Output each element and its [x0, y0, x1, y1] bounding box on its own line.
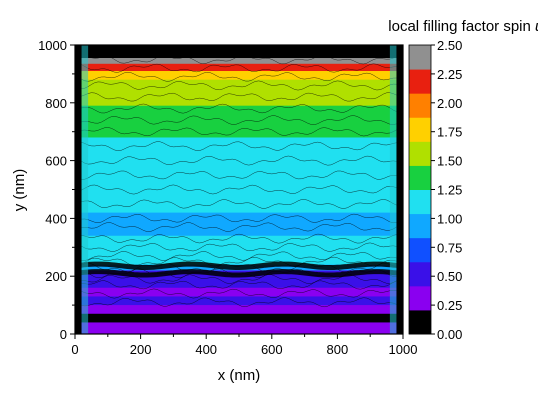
y-tick-label: 600	[45, 154, 67, 169]
heat-band	[75, 58, 403, 65]
heat-band	[75, 322, 403, 331]
contour-line	[75, 80, 403, 91]
heat-band	[75, 91, 403, 107]
x-tick-label: 200	[130, 342, 152, 357]
heat-band	[75, 287, 403, 297]
title-italic: up	[535, 18, 538, 35]
x-tick-label: 400	[195, 342, 217, 357]
contour-line	[75, 63, 403, 73]
y-tick-label: 1000	[38, 38, 67, 53]
heat-band	[75, 79, 403, 92]
colorbar-block	[409, 165, 431, 190]
contour-line	[75, 71, 403, 82]
contour-line	[75, 92, 403, 102]
heat-band	[75, 212, 403, 237]
colorbar-tick-label: 0.50	[437, 269, 462, 284]
y-tick-label: 200	[45, 269, 67, 284]
y-tick-label: 400	[45, 211, 67, 226]
colorbar-block	[409, 309, 431, 335]
contour-line	[75, 115, 403, 125]
colorbar-block	[409, 237, 431, 263]
edge-depletion	[75, 45, 82, 334]
colorbar-block	[409, 141, 431, 166]
contour-line	[75, 251, 403, 261]
heat-band	[75, 296, 403, 306]
colorbar-tick-label: 0.75	[437, 240, 462, 255]
dense-contour-band	[75, 261, 403, 270]
heat-band	[75, 137, 403, 162]
contour-line	[75, 288, 403, 299]
contour-line	[75, 297, 403, 308]
colorbar-tick-label: 1.00	[437, 211, 462, 226]
contour-line	[75, 199, 403, 209]
heat-band	[75, 71, 403, 81]
contour-line	[75, 155, 403, 166]
colorbar-block	[409, 261, 431, 287]
x-axis: 0 200 400 600 800 1000	[71, 334, 417, 357]
contour-line	[75, 213, 403, 224]
x-tick-label: 600	[261, 342, 283, 357]
heat-band	[75, 105, 403, 121]
heat-band	[75, 305, 403, 315]
y-tick-label: 800	[45, 96, 67, 111]
y-axis: 0 200 400 600 800 1000	[38, 38, 75, 342]
contour-line	[75, 141, 403, 151]
y-tick-label: 0	[60, 327, 67, 342]
colorbar-tick-label: 1.75	[437, 125, 462, 140]
colorbar-block	[409, 189, 431, 215]
chart-title: local filling factor spin up	[388, 18, 538, 35]
edge-transition	[389, 45, 397, 334]
title-text: local filling factor spin	[388, 18, 535, 35]
colorbar-block	[409, 69, 431, 94]
contour-line	[75, 280, 403, 290]
colorbar-tick-label: 1.50	[437, 154, 462, 169]
y-axis-label: y (nm)	[11, 169, 28, 212]
contour-line	[75, 222, 403, 232]
heat-band	[75, 235, 403, 251]
contour-line	[75, 103, 403, 114]
colorbar-block	[409, 213, 431, 239]
colorbar-block	[409, 93, 431, 118]
colorbar-block	[409, 117, 431, 142]
colorbar-tick-label: 1.25	[437, 183, 462, 198]
x-tick-label: 800	[327, 342, 349, 357]
heat-band	[75, 280, 403, 289]
heat-band	[75, 250, 403, 266]
x-tick-label: 1000	[389, 342, 418, 357]
heat-band	[75, 63, 403, 72]
colorbar-tick-label: 2.00	[437, 96, 462, 111]
contour-line	[75, 242, 403, 252]
heatmap-area	[75, 45, 403, 334]
colorbar-tick-label: 2.25	[437, 67, 462, 82]
colorbar: 0.00 0.25 0.50 0.75 1.00 1.25 1.50 1.75 2.00 2.25…	[408, 38, 462, 342]
heat-band	[75, 189, 403, 214]
heat-band	[75, 45, 403, 50]
x-tick-label: 0	[71, 342, 78, 357]
colorbar-block	[409, 285, 431, 311]
heat-band	[75, 160, 403, 190]
dense-contour-band	[75, 269, 403, 278]
contour-line	[75, 54, 403, 65]
contour-line	[75, 170, 403, 180]
edge-depletion	[396, 45, 403, 334]
x-axis-label: x (nm)	[218, 367, 261, 384]
contour-line	[75, 233, 403, 244]
colorbar-block	[409, 45, 431, 70]
colorbar-tick-label: 2.50	[437, 38, 462, 53]
colorbar-tick-label: 0.25	[437, 298, 462, 313]
edge-transition	[81, 45, 89, 334]
contour-line	[75, 126, 403, 137]
heat-band	[75, 120, 403, 138]
heat-band	[75, 329, 403, 334]
dense-contour-band	[75, 47, 403, 56]
contour-line	[75, 184, 403, 195]
heat-band	[75, 313, 403, 323]
colorbar-tick-label: 0.00	[437, 327, 462, 342]
